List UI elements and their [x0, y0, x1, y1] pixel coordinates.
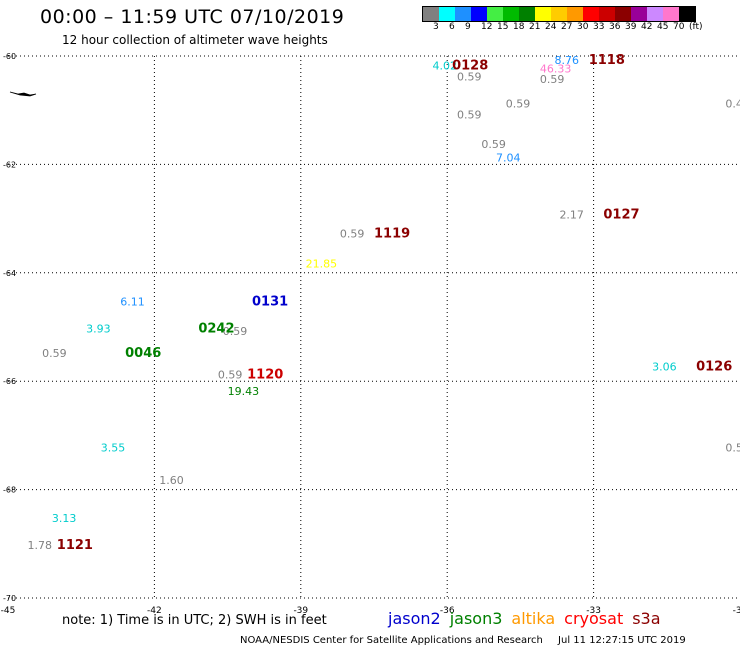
x-tick-label: -45	[1, 606, 16, 616]
legend-label: 27	[561, 22, 573, 32]
legend-label: 70	[673, 22, 685, 32]
swh-value-label: 4.02	[433, 60, 458, 73]
legend-label: 3	[433, 22, 439, 32]
swh-value-label: 19.43	[228, 385, 260, 398]
swh-value-label: 0.59	[457, 70, 482, 83]
y-tick-label: -68	[3, 486, 16, 495]
x-tick-label: -42	[147, 606, 162, 616]
legend-swatch	[647, 7, 663, 21]
swh-value-label: 3.55	[101, 442, 126, 455]
legend-swatch	[567, 7, 583, 21]
legend-swatch	[631, 7, 647, 21]
legend-swatch	[519, 7, 535, 21]
legend-swatch	[551, 7, 567, 21]
legend-label: 9	[465, 22, 471, 32]
chart-title: 00:00 – 11:59 UTC 07/10/2019	[40, 6, 345, 28]
footer-timestamp: Jul 11 12:27:15 UTC 2019	[558, 635, 686, 646]
legend-label: 39	[625, 22, 637, 32]
legend-label: 36	[609, 22, 621, 32]
legend-label: (ft)	[689, 22, 703, 32]
time-label: 1121	[57, 538, 93, 553]
y-tick-label: -70	[3, 594, 16, 603]
y-tick-label: -66	[3, 377, 16, 386]
swh-value-label: 3.06	[652, 360, 677, 373]
swh-value-label: 21.85	[306, 257, 338, 270]
time-label: 0126	[696, 359, 732, 374]
legend-label: 45	[657, 22, 669, 32]
swh-value-label: 46.33	[540, 62, 572, 75]
time-label: 0242	[198, 321, 234, 336]
legend-label: 24	[545, 22, 557, 32]
legend-swatch	[487, 7, 503, 21]
swh-value-label: 3.93	[86, 322, 111, 335]
legend-swatch	[535, 7, 551, 21]
legend-label: 21	[529, 22, 541, 32]
time-label: 0046	[125, 346, 161, 361]
time-label: 0128	[452, 59, 488, 74]
satellite-name: altika	[511, 609, 556, 628]
x-tick-label: -33	[586, 606, 601, 616]
time-label: 1119	[374, 227, 410, 242]
swh-value-label: 0.59	[42, 347, 67, 360]
chart-subtitle: 12 hour collection of altimeter wave hei…	[62, 33, 328, 47]
note-text: note: 1) Time is in UTC; 2) SWH is in fe…	[62, 613, 327, 628]
x-tick-label: -39	[293, 606, 308, 616]
legend-swatch	[503, 7, 519, 21]
y-tick-label: -64	[3, 269, 16, 278]
legend-swatch	[583, 7, 599, 21]
swh-value-label: 0.59	[506, 97, 531, 110]
island-shape	[9, 91, 37, 97]
y-tick-label: -60	[3, 52, 16, 61]
legend-label: 18	[513, 22, 525, 32]
legend-swatch	[423, 7, 439, 21]
legend-label: 12	[481, 22, 493, 32]
swh-value-label: 0.59	[218, 368, 243, 381]
satellite-name: jason2	[388, 609, 441, 628]
wave-height-labels: 0.594.02 8.7646.330.590.590.590.597.042.1…	[28, 53, 740, 553]
swh-value-label: 1.78	[28, 539, 53, 552]
x-tick-label: -30	[733, 606, 740, 616]
swh-value-label: 0.59	[223, 325, 248, 338]
swh-value-label: 0.59	[540, 73, 565, 86]
footer-org: NOAA/NESDIS Center for Satellite Applica…	[240, 635, 543, 646]
legend-label: 6	[449, 22, 455, 32]
swh-value-label: 0.4	[725, 97, 740, 110]
swh-value-label: 6.11	[120, 295, 144, 308]
swh-value-label: 7.04	[496, 152, 521, 165]
time-label: 0131	[252, 294, 288, 309]
x-tick-label: -36	[440, 606, 455, 616]
legend-swatch	[599, 7, 615, 21]
legend-swatch	[439, 7, 455, 21]
legend-label: 42	[641, 22, 653, 32]
legend-swatch	[663, 7, 679, 21]
swh-value-label: 1.60	[159, 474, 184, 487]
swh-value-label: 2.17	[559, 209, 584, 222]
swh-value-label: 0.59	[725, 442, 740, 455]
satellite-name: cryosat	[564, 609, 624, 628]
footer: NOAA/NESDIS Center for Satellite Applica…	[240, 635, 698, 646]
swh-value-label: 8.76	[555, 54, 580, 67]
legend-label: 30	[577, 22, 589, 32]
legend-swatch	[679, 7, 695, 21]
satellite-name: s3a	[632, 609, 661, 628]
satellite-name: jason3	[449, 609, 503, 628]
legend-swatch	[471, 7, 487, 21]
time-label: 1118	[589, 53, 625, 68]
grid-lines	[8, 55, 740, 599]
swh-value-label: 0.59	[481, 138, 506, 151]
swh-value-label: 0.59	[340, 228, 365, 241]
axis-labels: -45 -42 -39 -36 -33 -30 -60 -62 -64 -66 -68 -70	[1, 52, 740, 616]
legend-label: 33	[593, 22, 605, 32]
y-tick-label: -62	[3, 160, 16, 169]
legend-swatch	[615, 7, 631, 21]
swh-value-label: 3.13	[52, 512, 77, 525]
color-scale-legend	[422, 6, 696, 22]
satellite-legend: jason2 jason3 altika cryosat s3a	[388, 609, 670, 628]
time-label: 0127	[603, 208, 639, 223]
swh-value-label: 0.59	[457, 108, 482, 121]
time-label: 1120	[247, 367, 283, 382]
legend-label: 15	[497, 22, 509, 32]
legend-swatch	[455, 7, 471, 21]
